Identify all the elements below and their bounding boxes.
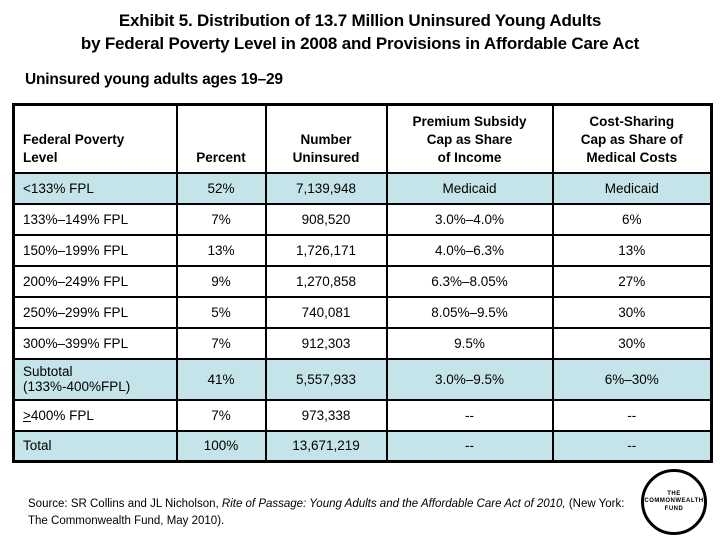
row-label-cell: 250%–299% FPL	[12, 295, 178, 329]
title-line-1: Exhibit 5. Distribution of 13.7 Million …	[118, 11, 602, 30]
source-note: Source: SR Collins and JL Nicholson, Rit…	[28, 496, 640, 530]
source-text-prefix: Source: SR Collins and JL Nicholson,	[28, 498, 222, 510]
source-citation-title: Rite of Passage: Young Adults and the Af…	[221, 498, 566, 510]
logo-line-1: THE	[667, 490, 681, 497]
percent-cell: 9%	[175, 264, 267, 298]
header-federal-poverty-level: Federal Poverty Level	[12, 103, 178, 174]
premium-subsidy-cell: 6.3%–8.05%	[385, 264, 554, 298]
title-line-2: by Federal Poverty Level in 2008 and Pro…	[80, 34, 640, 53]
row-label-cell: Subtotal (133%-400%FPL)	[12, 357, 178, 401]
premium-subsidy-cell: 9.5%	[385, 326, 554, 360]
premium-subsidy-cell: --	[385, 398, 554, 432]
percent-cell: 52%	[175, 171, 267, 205]
row-label-cell: >400% FPL	[12, 398, 178, 432]
slide-subtitle: Uninsured young adults ages 19–29	[25, 71, 283, 88]
row-label-cell: 200%–249% FPL	[12, 264, 178, 298]
cost-sharing-cell: 6%	[551, 202, 713, 236]
percent-cell: 7%	[175, 326, 267, 360]
header-percent: Percent	[175, 103, 267, 174]
number-uninsured-cell: 13,671,219	[264, 429, 388, 463]
premium-subsidy-cell: Medicaid	[385, 171, 554, 205]
logo-line-2: COMMONWEALTH	[644, 498, 704, 505]
logo-line-3: FUND	[664, 505, 684, 512]
table-row-subtotal: Subtotal (133%-400%FPL) 41% 5,557,933 3.…	[12, 357, 713, 401]
commonwealth-fund-logo: THE COMMONWEALTH FUND	[641, 469, 707, 535]
percent-cell: 7%	[175, 202, 267, 236]
row-label-cell: 300%–399% FPL	[12, 326, 178, 360]
percent-cell: 5%	[175, 295, 267, 329]
cost-sharing-cell: 6%–30%	[551, 357, 713, 401]
number-uninsured-cell: 908,520	[264, 202, 388, 236]
number-uninsured-cell: 740,081	[264, 295, 388, 329]
table-row-133-149-fpl: 133%–149% FPL 7% 908,520 3.0%–4.0% 6%	[12, 202, 713, 236]
cost-sharing-cell: Medicaid	[551, 171, 713, 205]
header-premium-subsidy-cap: Premium Subsidy Cap as Share of Income	[385, 103, 554, 174]
number-uninsured-cell: 7,139,948	[264, 171, 388, 205]
number-uninsured-cell: 1,726,171	[264, 233, 388, 267]
cost-sharing-cell: 13%	[551, 233, 713, 267]
header-number-uninsured: Number Uninsured	[264, 103, 388, 174]
table-row-300-399-fpl: 300%–399% FPL 7% 912,303 9.5% 30%	[12, 326, 713, 360]
percent-cell: 13%	[175, 233, 267, 267]
number-uninsured-cell: 1,270,858	[264, 264, 388, 298]
premium-subsidy-cell: 4.0%–6.3%	[385, 233, 554, 267]
cost-sharing-cell: 30%	[551, 295, 713, 329]
cost-sharing-cell: 30%	[551, 326, 713, 360]
table-row-250-299-fpl: 250%–299% FPL 5% 740,081 8.05%–9.5% 30%	[12, 295, 713, 329]
row-label-cell: Total	[12, 429, 178, 463]
table-row-under-133-fpl: <133% FPL 52% 7,139,948 Medicaid Medicai…	[12, 171, 713, 205]
cost-sharing-cell: 27%	[551, 264, 713, 298]
table-row-200-249-fpl: 200%–249% FPL 9% 1,270,858 6.3%–8.05% 27…	[12, 264, 713, 298]
row-label-cell: 133%–149% FPL	[12, 202, 178, 236]
row-label-cell: 150%–199% FPL	[12, 233, 178, 267]
table-row-over-400-fpl: >400% FPL 7% 973,338 -- --	[12, 398, 713, 432]
premium-subsidy-cell: 3.0%–9.5%	[385, 357, 554, 401]
cost-sharing-cell: --	[551, 429, 713, 463]
percent-cell: 41%	[175, 357, 267, 401]
header-cost-sharing-cap: Cost-Sharing Cap as Share of Medical Cos…	[551, 103, 713, 174]
percent-cell: 7%	[175, 398, 267, 432]
percent-cell: 100%	[175, 429, 267, 463]
table-row-150-199-fpl: 150%–199% FPL 13% 1,726,171 4.0%–6.3% 13…	[12, 233, 713, 267]
poverty-level-table: Federal Poverty Level Percent Number Uni…	[12, 103, 713, 463]
number-uninsured-cell: 5,557,933	[264, 357, 388, 401]
cost-sharing-cell: --	[551, 398, 713, 432]
row-label-cell: <133% FPL	[12, 171, 178, 205]
number-uninsured-cell: 912,303	[264, 326, 388, 360]
table-row-total: Total 100% 13,671,219 -- --	[12, 429, 713, 463]
source-text-suffix: (New York: The Commonwealth Fund, May 20…	[28, 498, 625, 527]
premium-subsidy-cell: --	[385, 429, 554, 463]
premium-subsidy-cell: 8.05%–9.5%	[385, 295, 554, 329]
premium-subsidy-cell: 3.0%–4.0%	[385, 202, 554, 236]
table-header-row: Federal Poverty Level Percent Number Uni…	[12, 103, 713, 174]
slide-title: Exhibit 5. Distribution of 13.7 Million …	[0, 9, 720, 55]
number-uninsured-cell: 973,338	[264, 398, 388, 432]
